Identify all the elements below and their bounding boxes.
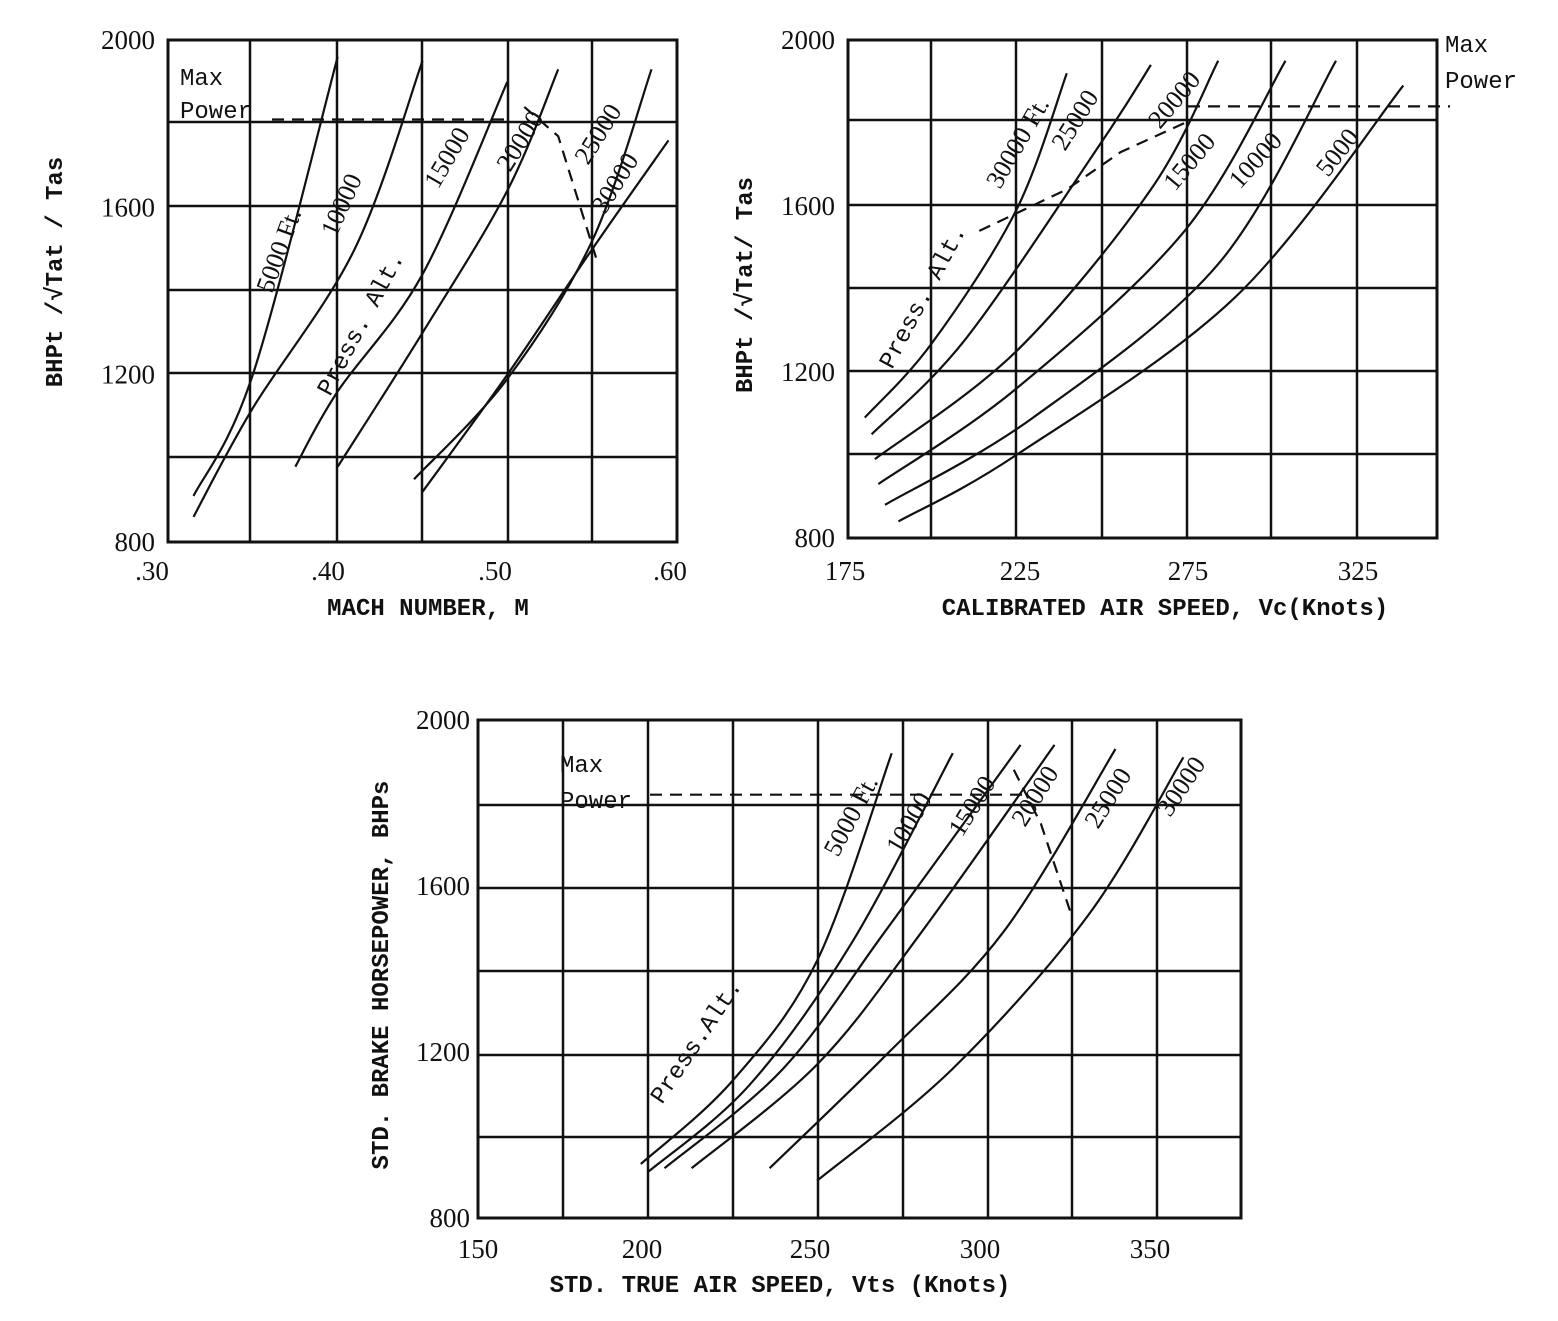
series-label: 5000 Ft. <box>250 205 307 296</box>
limit-line <box>523 106 599 263</box>
y-axis-label: STD. BRAKE HORSEPOWER, BHPs <box>369 781 396 1170</box>
y-tick-label: 2000 <box>416 705 470 735</box>
series-line <box>192 56 339 497</box>
series-line <box>877 60 1287 486</box>
series-label: 20000 <box>1142 65 1206 133</box>
chart-2: 800 1200 1600 2000 175 225 275 325 CALIBRATED AI… <box>732 25 1517 623</box>
series-line <box>884 60 1337 506</box>
y-tick-label: 1200 <box>101 360 155 390</box>
x-tick-label: .40 <box>311 556 345 586</box>
series-line <box>863 72 1068 419</box>
plot-frame <box>476 718 1243 1220</box>
x-tick-label: 350 <box>1130 1234 1171 1264</box>
series-line <box>413 68 653 481</box>
series-line <box>646 752 954 1174</box>
x-tick-label: 325 <box>1338 556 1379 586</box>
x-tick-label: 225 <box>1000 556 1041 586</box>
max-power-label: Max <box>1445 33 1488 60</box>
series-line <box>690 744 1056 1170</box>
plot-frame <box>166 38 679 544</box>
series-line <box>816 756 1185 1182</box>
series-line <box>768 748 1117 1169</box>
series-line <box>897 84 1405 523</box>
max-power-label: Power <box>560 789 632 816</box>
y-tick-label: 1600 <box>416 871 470 901</box>
x-axis-label: CALIBRATED AIR SPEED, Vc(Knots) <box>942 596 1388 623</box>
max-power-label: Max <box>560 753 603 780</box>
series-label: 30000 <box>1151 751 1211 821</box>
y-axis-label: BHPt /√Tat/ Tas <box>732 177 760 393</box>
y-tick-label: 1600 <box>781 191 835 221</box>
series-line <box>870 64 1152 436</box>
x-tick-label: 275 <box>1168 556 1209 586</box>
plot-frame <box>846 38 1439 540</box>
y-tick-label: 800 <box>115 527 156 557</box>
y-tick-label: 800 <box>795 523 836 553</box>
x-tick-label: 175 <box>825 556 866 586</box>
series-line <box>421 139 670 493</box>
x-tick-label: 200 <box>622 1234 663 1264</box>
y-tick-label: 800 <box>430 1203 471 1233</box>
max-power-label: Max <box>180 66 223 93</box>
max-power-label: Power <box>1445 69 1517 96</box>
press-alt-label: Press. Alt. <box>313 248 411 401</box>
max-power-label: Power <box>180 99 252 126</box>
y-tick-label: 1600 <box>101 192 155 222</box>
series-line <box>663 744 1022 1170</box>
series-label: 15000 <box>1157 127 1221 195</box>
press-alt-label: Press. Alt. <box>875 221 973 374</box>
y-tick-label: 2000 <box>781 25 835 55</box>
chart-3: 800 1200 1600 2000 150 200 250 300 350 STD. TRUE … <box>369 705 1243 1300</box>
series-label: 10000 <box>880 787 938 858</box>
y-tick-label: 1200 <box>781 357 835 387</box>
limit-line <box>978 121 1186 232</box>
series-line <box>192 60 424 518</box>
series-label: 15000 <box>418 122 476 193</box>
x-axis-label: STD. TRUE AIR SPEED, Vts (Knots) <box>550 1273 1011 1300</box>
x-tick-label: 300 <box>960 1234 1001 1264</box>
x-tick-label: 150 <box>458 1234 499 1264</box>
y-tick-label: 2000 <box>101 25 155 55</box>
x-tick-label: .30 <box>135 556 169 586</box>
x-axis-label: MACH NUMBER, M <box>327 596 529 623</box>
series-label: 5000 Ft. <box>818 771 884 861</box>
series-line <box>874 60 1220 460</box>
x-tick-label: .60 <box>653 556 687 586</box>
y-axis-label: BHPt /√Tat / Tas <box>42 157 70 387</box>
series-line <box>294 81 509 468</box>
x-tick-label: 250 <box>790 1234 831 1264</box>
series-line <box>336 68 560 468</box>
series-line <box>640 752 893 1165</box>
x-tick-label: .50 <box>478 556 512 586</box>
series-label: 20000 <box>490 106 549 176</box>
y-tick-label: 1200 <box>416 1037 470 1067</box>
limit-line <box>1012 769 1073 916</box>
chart-1: 800 1200 1600 2000 .30 .40 .50 .60 MACH NUMBER, … <box>42 25 687 623</box>
